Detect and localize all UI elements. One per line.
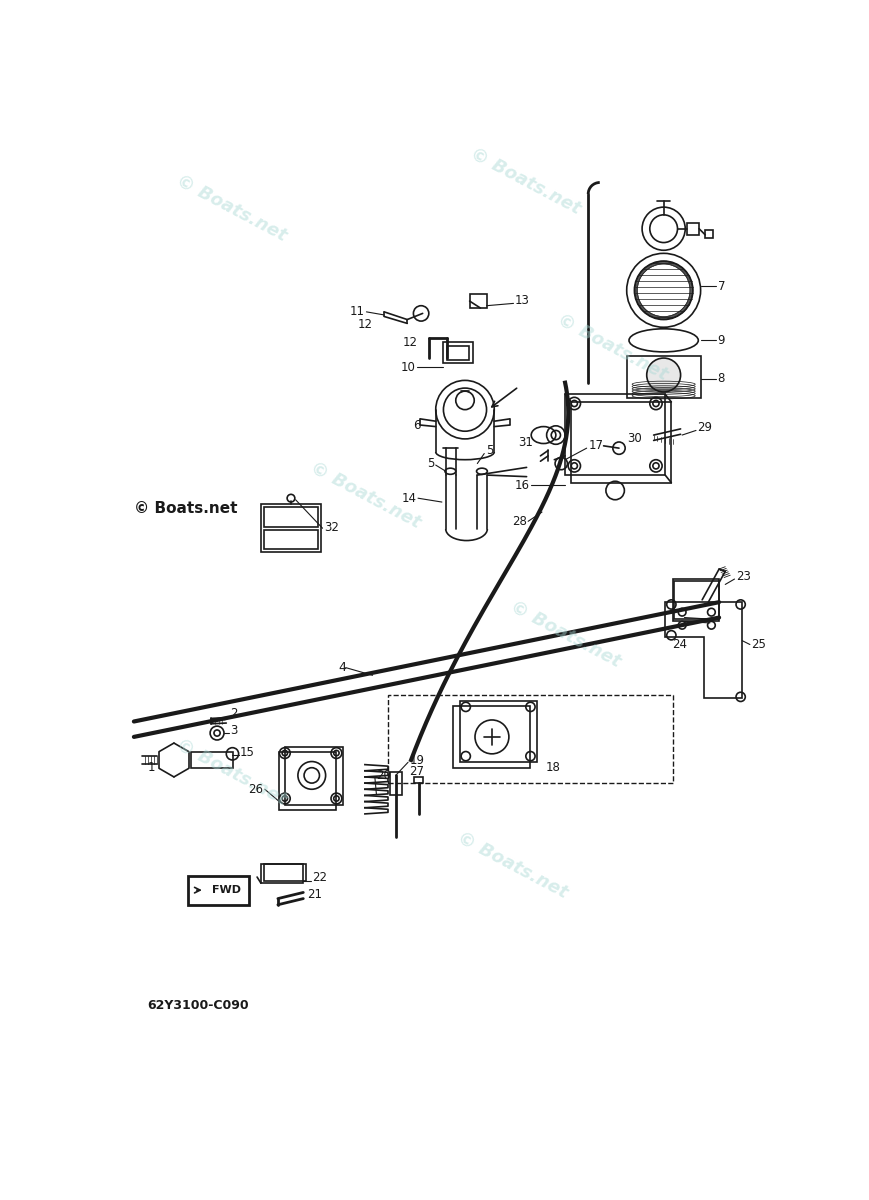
Text: 32: 32	[324, 521, 339, 534]
Text: 6: 6	[413, 419, 421, 432]
Text: 12: 12	[358, 318, 373, 331]
Text: © Boats.net: © Boats.net	[134, 502, 238, 516]
Text: 30: 30	[627, 432, 641, 445]
Text: 31: 31	[518, 437, 533, 449]
Text: 20: 20	[376, 769, 391, 782]
Text: © Boats.net: © Boats.net	[307, 458, 423, 532]
Bar	[673, 580, 720, 622]
Text: 28: 28	[512, 515, 527, 528]
Text: 5: 5	[427, 457, 434, 470]
Bar	[460, 701, 537, 762]
Text: 15: 15	[240, 746, 255, 758]
Bar	[264, 864, 307, 881]
Bar	[448, 346, 469, 360]
Text: 1: 1	[148, 761, 156, 774]
Text: 16: 16	[514, 479, 530, 492]
Text: 22: 22	[313, 871, 328, 884]
Text: 5: 5	[487, 444, 494, 457]
Text: 26: 26	[249, 782, 263, 796]
Text: © Boats.net: © Boats.net	[173, 172, 289, 245]
Circle shape	[647, 358, 680, 392]
Text: 17: 17	[588, 439, 603, 452]
Bar	[687, 222, 699, 235]
Text: 8: 8	[718, 372, 725, 385]
Bar	[627, 355, 700, 398]
Text: 18: 18	[546, 761, 561, 774]
Bar	[674, 581, 720, 619]
Text: 23: 23	[736, 570, 751, 583]
Bar	[706, 230, 713, 238]
Text: © Boats.net: © Boats.net	[468, 144, 584, 217]
Bar	[279, 752, 336, 810]
Text: © Boats.net: © Boats.net	[507, 598, 624, 671]
Text: © Boats.net: © Boats.net	[554, 311, 671, 384]
Bar	[415, 776, 423, 784]
Text: 62Y3100-C090: 62Y3100-C090	[148, 998, 249, 1012]
Text: 10: 10	[401, 361, 415, 373]
Text: 29: 29	[698, 421, 713, 434]
Text: 3: 3	[230, 725, 237, 737]
Text: 2: 2	[230, 707, 237, 720]
Text: 13: 13	[515, 294, 530, 307]
Bar	[264, 529, 318, 550]
Text: 24: 24	[672, 638, 687, 650]
Text: © Boats.net: © Boats.net	[173, 736, 289, 809]
Bar	[188, 876, 249, 905]
Bar	[443, 342, 473, 364]
Text: 21: 21	[307, 888, 322, 901]
Bar	[571, 402, 672, 482]
Text: 4: 4	[338, 661, 346, 674]
Bar	[264, 508, 318, 527]
Bar	[389, 772, 401, 794]
Text: 25: 25	[752, 638, 766, 650]
Text: 9: 9	[718, 334, 725, 347]
Bar	[261, 864, 303, 883]
Text: FWD: FWD	[212, 886, 241, 895]
Text: 14: 14	[401, 492, 416, 505]
Bar	[388, 695, 673, 784]
Bar	[565, 395, 665, 475]
Text: 11: 11	[350, 305, 365, 318]
Bar	[191, 752, 233, 768]
Bar	[261, 504, 321, 552]
Text: 19: 19	[409, 754, 425, 767]
Text: 27: 27	[409, 766, 425, 778]
Bar	[454, 706, 530, 768]
Bar	[285, 746, 342, 805]
Text: 12: 12	[402, 336, 417, 349]
Text: © Boats.net: © Boats.net	[454, 828, 571, 901]
Text: 7: 7	[718, 280, 725, 293]
Bar	[469, 294, 487, 308]
